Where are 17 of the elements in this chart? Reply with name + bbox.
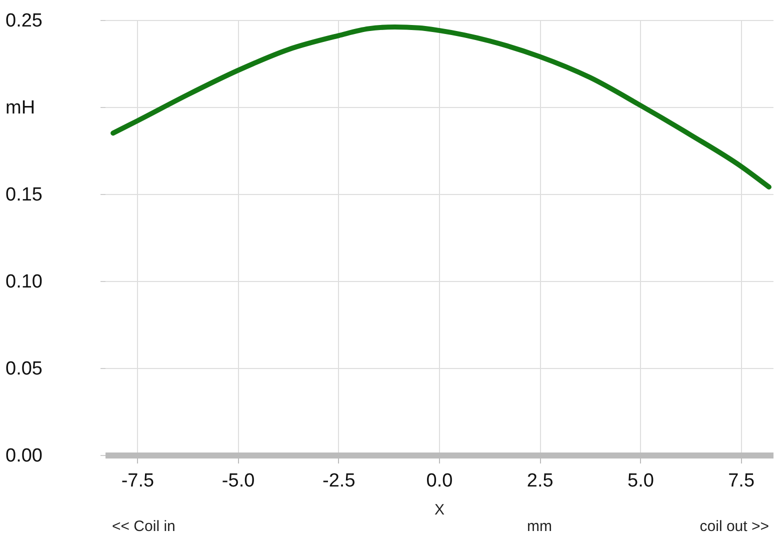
x-tick-label: -7.5 [121, 470, 154, 492]
x-tick-label: 5.0 [627, 470, 654, 492]
y-tick-label: 0.05 [6, 358, 42, 380]
x-tick-label: 0.0 [426, 470, 453, 492]
x-tick-label: 7.5 [728, 470, 755, 492]
text: coil out >> [700, 518, 769, 535]
text: mm [527, 518, 552, 535]
x-tick-label: -5.0 [222, 470, 255, 492]
y-tick-label: 0.10 [6, 272, 42, 292]
text: << Coil in [112, 518, 176, 535]
y-tick-label: 0.15 [6, 184, 42, 206]
y-tick-label: 0.00 [6, 446, 42, 466]
x-tick-label: 2.5 [526, 470, 554, 492]
x-tick-label: -2.5 [322, 470, 356, 492]
x-axis-title: X [434, 502, 445, 518]
y-tick-label: mH [6, 98, 36, 118]
y-tick-label: 0.25 [6, 10, 42, 32]
